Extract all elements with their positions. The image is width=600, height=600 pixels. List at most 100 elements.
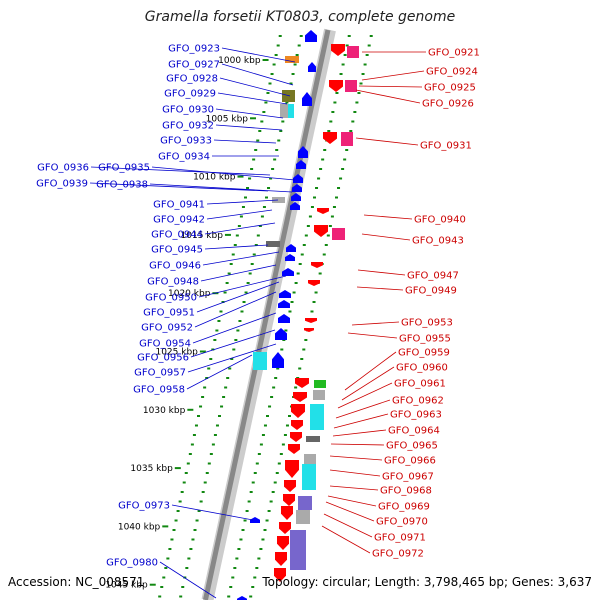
forward-gene-arrow [302,92,312,106]
reverse-gene-arrow [308,280,320,286]
gene-box-purple [290,530,306,570]
left-leader-line [219,77,291,97]
gene-box-dark-gray [266,241,280,247]
reverse-gene-arrow [304,328,314,332]
left-gene-label: GFO_0950 [145,293,197,304]
gene-box-orange [285,56,299,63]
reverse-gene-arrow [277,536,289,550]
kbp-tick-label: 1035 kbp [130,464,173,474]
left-gene-label: GFO_0944 [151,230,203,241]
kbp-tick-label: 1020 kbp [168,289,211,299]
genome-summary-text: Topology: circular; Length: 3,798,465 bp… [262,575,592,589]
reverse-gene-arrow [281,506,293,520]
gene-box-cyan [310,404,324,430]
right-leader-line [329,469,381,477]
gene-box-cyan [302,464,316,490]
left-gene-label: GFO_0935 [98,163,150,174]
right-leader-line [335,399,391,419]
forward-gene-arrow [285,254,295,261]
right-leader-line [344,351,397,391]
reverse-gene-arrow [290,432,302,442]
forward-gene-arrow [286,244,296,252]
right-leader-line [321,525,371,554]
right-leader-line [358,85,423,88]
kbp-tick-label: 1005 kbp [206,114,249,124]
right-gene-label: GFO_0961 [394,379,446,390]
reverse-gene-arrow [317,208,329,214]
reverse-gene-arrow [288,444,300,454]
left-gene-label: GFO_0923 [168,44,220,55]
gene-box-gray [304,454,316,464]
backbone-line [203,29,331,600]
right-gene-label: GFO_0926 [422,99,474,110]
left-gene-label: GFO_0942 [153,215,205,226]
right-leader-line [332,429,387,437]
left-leader-line [171,504,254,521]
right-gene-label: GFO_0965 [386,441,438,452]
map-title: Gramella forsetii KT0803, complete genom… [144,9,456,25]
gene-box-green [314,380,326,388]
left-leader-line [206,199,279,205]
left-leader-line [192,312,277,344]
forward-gene-arrow [282,268,294,276]
left-gene-label: GFO_0928 [166,74,218,85]
right-leader-line [347,332,398,339]
reverse-gene-arrow [295,378,309,388]
right-leader-line [330,443,385,446]
right-gene-label: GFO_0921 [428,48,480,59]
reverse-gene-arrow [285,460,299,478]
reverse-gene-arrow [311,262,323,268]
right-leader-line [329,485,379,491]
gene-box-gray [272,197,285,203]
right-leader-line [363,214,413,220]
right-gene-label: GFO_0931 [420,141,472,152]
reverse-gene-arrow [274,568,286,582]
left-leader-line [149,183,293,193]
reverse-gene-arrow [284,480,296,492]
forward-gene-arrow [292,184,302,192]
left-gene-label: GFO_0939 [36,179,88,190]
kbp-tick-label: 1000 kbp [218,56,261,66]
left-gene-label: GFO_0952 [141,323,193,334]
left-leader-line [213,139,277,144]
forward-gene-arrow [298,146,308,158]
right-gene-label: GFO_0970 [376,517,428,528]
left-leader-line [204,222,276,235]
accession-text: Accession: NC_008571 [8,575,145,589]
left-gene-label: GFO_0927 [168,60,220,71]
left-gene-label: GFO_0957 [134,368,186,379]
reverse-gene-arrow [279,522,291,534]
forward-gene-arrow [290,202,300,210]
forward-gene-arrow [250,517,260,523]
left-leader-line [206,209,273,220]
right-gene-label: GFO_0960 [396,363,448,374]
left-gene-label: GFO_0941 [153,200,205,211]
left-gene-label: GFO_0948 [147,277,199,288]
left-gene-label: GFO_0945 [151,245,203,256]
right-leader-line [351,321,400,326]
right-gene-label: GFO_0972 [372,549,424,560]
gene-box-dark-gray [306,436,320,442]
reverse-gene-arrow [331,44,345,56]
left-gene-label: GFO_0951 [143,308,195,319]
kbp-tick-label: 1030 kbp [143,406,186,416]
reverse-gene-arrow [305,318,317,323]
left-leader-line [221,63,294,86]
left-leader-line [90,166,271,176]
right-gene-label: GFO_0968 [380,486,432,497]
right-gene-label: GFO_0962 [392,396,444,407]
left-gene-label: GFO_0980 [106,558,158,569]
left-gene-label: GFO_0954 [139,339,191,350]
left-gene-label: GFO_0929 [164,89,216,100]
forward-gene-arrow [296,160,306,169]
reverse-gene-arrow [314,225,328,237]
right-leader-line [323,513,373,538]
right-leader-line [361,233,411,241]
gene-box-purple [298,496,312,510]
forward-gene-arrow [275,328,287,340]
right-leader-line [329,455,383,461]
reverse-gene-arrow [283,494,295,506]
right-gene-label: GFO_0947 [407,271,459,282]
